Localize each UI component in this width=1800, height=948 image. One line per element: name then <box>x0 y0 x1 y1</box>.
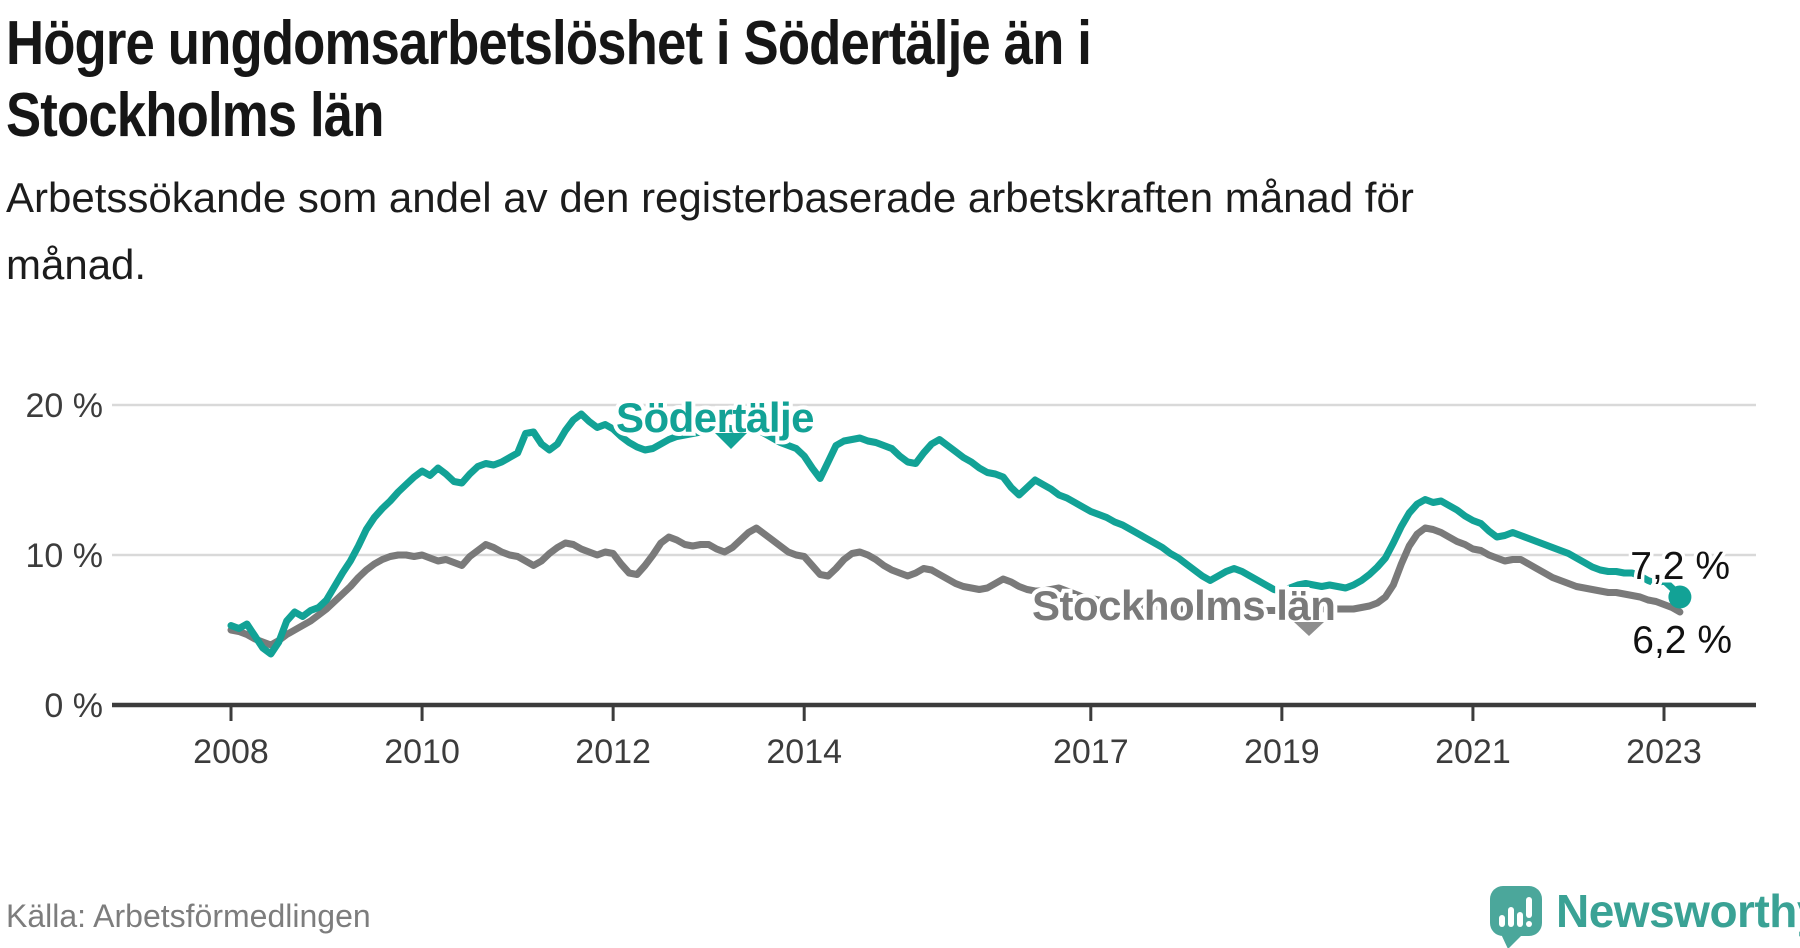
line-stockholms-lan <box>227 524 1684 649</box>
stockholm-label-pointer-icon <box>1294 622 1324 636</box>
x-tick-label-2010: 2010 <box>384 733 460 771</box>
x-tick-label-2023: 2023 <box>1626 733 1702 771</box>
x-tick-label-2019: 2019 <box>1244 733 1320 771</box>
source-caption: Källa: Arbetsförmedlingen <box>6 898 371 934</box>
x-axis <box>112 702 1756 721</box>
exclamation-icon <box>1526 897 1532 927</box>
logo-bars <box>1499 897 1532 927</box>
x-tick-label-2021: 2021 <box>1435 733 1511 771</box>
end-value-sodertalje: 7,2 % <box>1630 545 1730 588</box>
series-label-sodertalje: Södertälje <box>616 394 814 441</box>
y-axis-label-10: 10 % <box>26 537 104 575</box>
line-sodertalje <box>227 410 1684 658</box>
page-subtitle: Arbetssökande som andel av den registerb… <box>6 174 1414 289</box>
x-axis-labels: 2008 2010 2012 2014 2017 2019 2021 2023 <box>193 733 1702 771</box>
bar-chart-speech-bubble-icon <box>1490 886 1542 948</box>
x-tick-label-2014: 2014 <box>766 733 842 771</box>
sodertalje-end-dot <box>1668 585 1692 609</box>
y-axis-label-0: 0 % <box>44 687 103 725</box>
x-tick-label-2017: 2017 <box>1053 733 1129 771</box>
y-axis-labels: 0 % 10 % 20 % <box>26 387 104 725</box>
sodertalje-label-pointer-icon <box>715 433 747 449</box>
newsworthy-logo: Newsworthy <box>1490 884 1800 948</box>
x-tick-label-2012: 2012 <box>575 733 651 771</box>
x-tick-label-2008: 2008 <box>193 733 269 771</box>
end-value-stockholms-lan: 6,2 % <box>1632 619 1732 662</box>
brand-wordmark: Newsworthy <box>1556 885 1800 937</box>
series-label-stockholms-lan: Stockholms län <box>1032 582 1335 629</box>
speech-bubble-tail <box>1501 934 1523 948</box>
y-axis-label-20: 20 % <box>26 387 104 425</box>
page-title: Högre ungdomsarbetslöshet i Södertälje ä… <box>6 9 1092 150</box>
